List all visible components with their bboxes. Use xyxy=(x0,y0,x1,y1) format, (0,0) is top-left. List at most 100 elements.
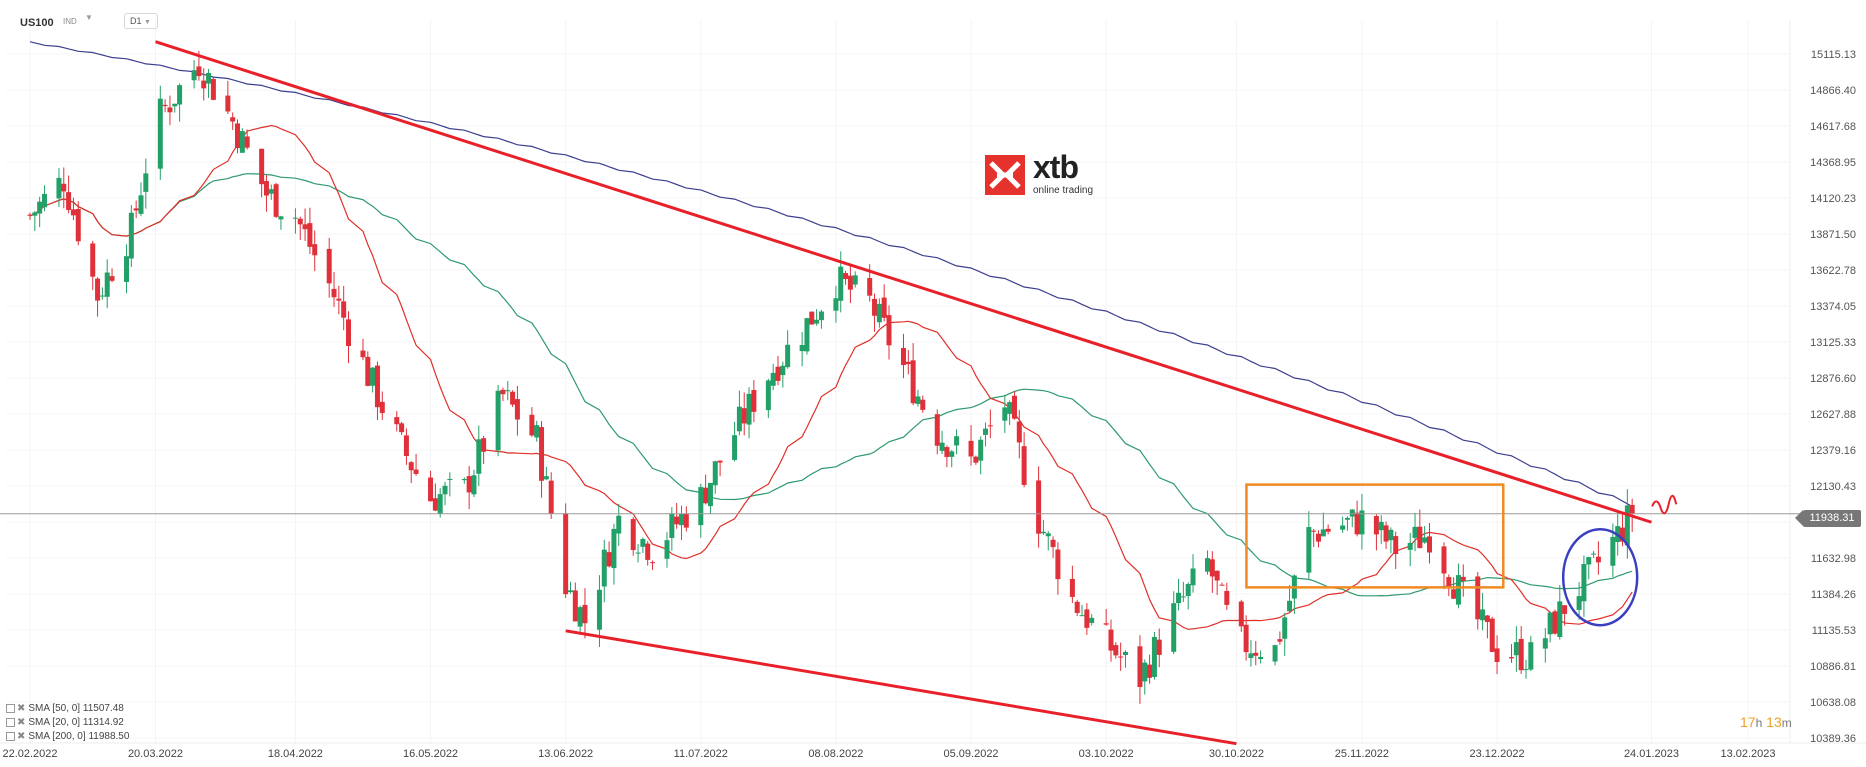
indicator-label: SMA [200, 0] xyxy=(28,731,86,742)
indicator-settings-icon[interactable] xyxy=(6,731,15,741)
candle-body xyxy=(577,607,583,627)
candle-body xyxy=(736,406,742,432)
candle-body xyxy=(669,513,675,538)
symbol-label[interactable]: US100 xyxy=(20,17,54,29)
candle-body xyxy=(326,248,332,284)
candle-body xyxy=(1373,516,1379,535)
candle-body xyxy=(1591,553,1597,555)
candle-body xyxy=(751,390,757,412)
y-tick-label: 13125.33 xyxy=(1810,337,1856,349)
timeframe-select[interactable]: D1 ▼ xyxy=(124,13,158,29)
candle-body xyxy=(495,390,501,451)
candle-body xyxy=(944,447,950,457)
trendline xyxy=(565,629,1237,746)
close-icon[interactable]: ✖ xyxy=(17,717,26,728)
indicator-settings-icon[interactable] xyxy=(6,717,15,727)
y-tick-label: 13374.05 xyxy=(1810,301,1856,313)
indicator-legend-sma50[interactable]: ✖ SMA [50, 0] 11507.48 xyxy=(6,703,124,714)
candle-body xyxy=(346,319,352,346)
indicator-label: SMA [20, 0] xyxy=(28,717,81,728)
indicator-legend-sma20[interactable]: ✖ SMA [20, 0] 11314.92 xyxy=(6,717,124,728)
y-tick-label: 14120.23 xyxy=(1810,193,1856,205)
close-icon[interactable]: ✖ xyxy=(17,703,26,714)
candle-body xyxy=(1055,549,1061,580)
y-tick-label: 12130.43 xyxy=(1810,481,1856,493)
candle-body xyxy=(61,183,67,192)
candle-body xyxy=(1050,539,1056,548)
candle-body xyxy=(191,70,197,81)
candle-body xyxy=(1446,577,1452,588)
candle-body xyxy=(1412,526,1418,538)
candle-body xyxy=(741,408,747,424)
candle-body xyxy=(374,365,380,408)
candle-body xyxy=(104,272,110,297)
candle-body xyxy=(177,85,183,105)
candle-body xyxy=(1069,578,1075,597)
candle-body xyxy=(765,380,771,411)
candle-body xyxy=(302,224,308,230)
candle-body xyxy=(481,438,487,452)
candle-body xyxy=(259,148,265,185)
candle-body xyxy=(1074,601,1080,613)
candle-body xyxy=(847,275,853,290)
candle-body xyxy=(548,480,554,514)
candle-body xyxy=(567,590,573,593)
consolidation-box xyxy=(1245,483,1505,589)
candle-body xyxy=(852,275,858,285)
candle-body xyxy=(379,401,385,413)
candle-body xyxy=(206,72,212,84)
candle-body xyxy=(872,298,878,316)
logo-wordmark: xtb xyxy=(1033,149,1079,185)
candle-body xyxy=(630,519,636,551)
candle-body xyxy=(360,350,366,358)
candle-body xyxy=(1509,657,1515,659)
candle-body xyxy=(1142,662,1148,682)
candle-body xyxy=(263,181,269,196)
candle-body xyxy=(954,436,960,446)
y-tick-label: 14866.40 xyxy=(1810,85,1856,97)
candle-body xyxy=(1344,517,1350,520)
candle-body xyxy=(640,538,646,547)
candle-body xyxy=(1311,530,1317,532)
candle-body xyxy=(133,208,139,211)
y-tick-label: 13622.78 xyxy=(1810,265,1856,277)
candle-body xyxy=(196,66,202,77)
countdown-hours-unit: h xyxy=(1755,716,1763,730)
candle-body xyxy=(1176,592,1182,604)
candle-body xyxy=(1455,575,1461,605)
candle-body xyxy=(785,344,791,368)
candle-body xyxy=(900,347,906,366)
y-tick-label: 10886.81 xyxy=(1810,661,1856,673)
candle-body xyxy=(1084,609,1090,628)
candle-body xyxy=(230,117,236,122)
candle-body xyxy=(1426,536,1432,553)
chevron-down-icon[interactable]: ▼ xyxy=(85,13,93,22)
candle-body xyxy=(461,479,467,481)
candle-body xyxy=(1340,525,1346,530)
xtb-logo-mark-icon xyxy=(985,155,1025,195)
candles-group xyxy=(27,50,1635,704)
candle-body xyxy=(1147,664,1153,678)
x-tick-label: 11.07.2022 xyxy=(674,748,728,760)
candle-body xyxy=(606,552,612,567)
candle-body xyxy=(167,107,173,113)
indicator-settings-icon[interactable] xyxy=(6,703,15,713)
candle-body xyxy=(341,301,347,318)
candle-body xyxy=(1248,653,1254,659)
candle-body xyxy=(1316,533,1321,542)
candle-body xyxy=(1156,639,1162,655)
candle-body xyxy=(1393,536,1399,555)
candle-body xyxy=(437,494,443,514)
close-icon[interactable]: ✖ xyxy=(17,731,26,742)
indicator-legend-sma200[interactable]: ✖ SMA [200, 0] 11988.50 xyxy=(6,731,129,742)
candle-body xyxy=(1547,612,1553,635)
indicator-label: SMA [50, 0] xyxy=(28,703,81,714)
candle-body xyxy=(37,201,43,214)
candle-body xyxy=(1277,639,1283,642)
candle-body xyxy=(611,528,617,569)
current-price-tag: 11938.31 xyxy=(1795,510,1861,527)
candle-body xyxy=(1011,395,1017,419)
candle-body xyxy=(1007,402,1013,414)
candle-body xyxy=(703,487,709,504)
